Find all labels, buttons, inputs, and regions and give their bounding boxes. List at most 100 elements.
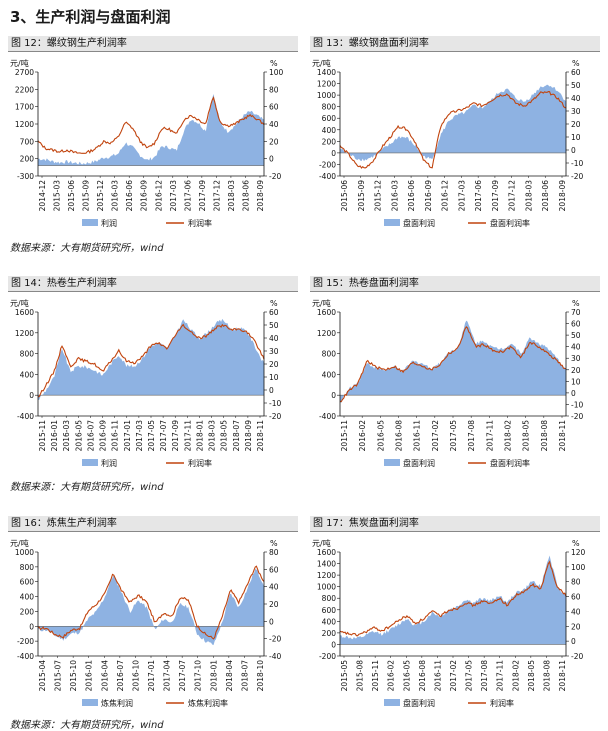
left-tick-label: 200 [20, 607, 35, 616]
right-unit-label: % [572, 59, 580, 68]
chart-title-16: 图 16：炼焦生产利润率 [8, 516, 298, 532]
line-series [339, 560, 567, 637]
x-tick-label: 2015-08 [356, 660, 365, 692]
x-tick-label: 2016-05 [376, 420, 385, 452]
x-tick-label: 2018-03 [227, 180, 236, 212]
chart-coke-futures-profit: 元/吨 %16001400120010008006004002000-200120… [312, 538, 586, 708]
right-tick-label: 60 [571, 593, 581, 602]
source-note-1: 数据来源：大有期货研究所，wind [10, 243, 164, 254]
left-unit-label: 元/吨 [10, 58, 29, 68]
right-tick-label: -20 [571, 652, 583, 661]
legend-area-swatch [82, 459, 98, 466]
left-tick-label: 1600 [15, 308, 34, 317]
left-tick-label: 0 [331, 640, 336, 649]
legend-area-label: 利润 [101, 458, 117, 468]
x-tick-label: 2016-03 [111, 180, 120, 212]
left-tick-label: 1200 [317, 329, 336, 338]
x-tick-label: 2018-05 [220, 420, 229, 452]
left-unit-label: 元/吨 [312, 298, 331, 308]
right-tick-label: 80 [269, 548, 279, 557]
x-tick-label: 2015-05 [340, 660, 349, 692]
right-tick-label: 20 [269, 600, 279, 609]
x-tick-label: 2018-08 [540, 420, 549, 452]
x-tick-label: 2018-09 [558, 180, 567, 212]
left-tick-label: 200 [322, 629, 337, 638]
x-tick-label: 2016-10 [131, 660, 140, 692]
right-tick-label: -20 [269, 412, 281, 421]
right-tick-label: 60 [571, 320, 581, 329]
x-tick-label: 2018-07 [232, 420, 241, 452]
x-tick-label: 2017-01 [147, 660, 156, 692]
x-tick-label: 2017-10 [194, 660, 203, 692]
x-tick-label: 2018-11 [256, 420, 265, 452]
legend-area-label: 盘面利润 [403, 698, 435, 708]
line-series [37, 565, 265, 640]
left-tick-label: 0 [29, 622, 34, 631]
x-tick-label: 2016-03 [390, 180, 399, 212]
left-tick-label: 2700 [15, 68, 34, 77]
chart-title-17: 图 17：焦炭盘面利润率 [310, 516, 600, 532]
legend-area-swatch [384, 219, 400, 226]
left-tick-label: 1700 [15, 103, 34, 112]
right-tick-label: -20 [571, 172, 583, 181]
right-unit-label: % [572, 299, 580, 308]
right-tick-label: 0 [571, 389, 576, 398]
x-tick-label: 2017-06 [474, 180, 483, 212]
left-tick-label: 0 [29, 391, 34, 400]
x-tick-label: 2018-06 [241, 180, 250, 212]
right-tick-label: 60 [269, 103, 279, 112]
x-tick-label: 2016-07 [116, 660, 125, 692]
x-tick-label: 2015-11 [340, 420, 349, 452]
x-tick-label: 2016-08 [395, 420, 404, 452]
x-tick-label: 2018-03 [524, 180, 533, 212]
x-tick-label: 2018-08 [542, 660, 551, 692]
left-tick-label: 800 [322, 350, 337, 359]
right-tick-label: 50 [571, 81, 581, 90]
x-tick-label: 2018-10 [256, 660, 265, 692]
x-tick-label: 2018-01 [195, 420, 204, 452]
chart-hrc-production-profit: 元/吨 % 1600 1200 800 400 0 -400 60 50 40 30 20 10 0 -10 -… [10, 298, 281, 468]
right-tick-label: 80 [571, 578, 581, 587]
left-tick-label: 1400 [317, 68, 336, 77]
area-series [38, 568, 264, 646]
x-tick-label: 2018-05 [527, 660, 536, 692]
x-tick-label: 2015-12 [96, 180, 105, 212]
right-tick-label: 40 [571, 343, 581, 352]
left-tick-label: 1000 [15, 548, 34, 557]
x-tick-label: 2015-06 [67, 180, 76, 212]
chart-rebar-futures-profit: 元/吨 %1400120010008006004002000-200-400605… [312, 58, 583, 228]
x-tick-label: 2018-11 [558, 660, 567, 692]
right-tick-label: 60 [269, 308, 279, 317]
left-tick-label: -400 [319, 172, 336, 181]
left-tick-label: 400 [322, 370, 337, 379]
line-series [339, 326, 567, 403]
left-tick-label: 600 [322, 114, 337, 123]
x-tick-label: 2016-02 [387, 660, 396, 692]
left-tick-label: 400 [20, 593, 35, 602]
right-tick-label: 50 [269, 321, 279, 330]
right-tick-label: 10 [571, 133, 581, 142]
x-tick-label: 2017-07 [178, 660, 187, 692]
right-tick-label: 80 [269, 85, 279, 94]
x-tick-label: 2018-04 [225, 660, 234, 692]
chart-coking-production-profit: 元/吨 %10008006004002000-200-400806040200-2… [10, 538, 281, 708]
chart-title-13: 图 13：螺纹钢盘面利润率 [310, 36, 600, 52]
right-tick-label: -20 [269, 635, 281, 644]
x-tick-label: 2017-09 [198, 180, 207, 212]
x-tick-label: 2016-06 [407, 180, 416, 212]
x-tick-label: 2016-01 [50, 420, 59, 452]
x-tick-label: 2017-03 [457, 180, 466, 212]
x-tick-label: 2017-12 [212, 180, 221, 212]
chart-hrc-futures-profit: 元/吨 % 1600 1200 800 400 0 -400 70 60 50 40 30 20 10 0 -1… [312, 298, 583, 468]
x-tick-label: 2018-06 [541, 180, 550, 212]
chart-title-14: 图 14：热卷生产利润率 [8, 276, 298, 292]
right-tick-label: -10 [571, 400, 583, 409]
right-tick-label: 40 [571, 94, 581, 103]
left-tick-label: -200 [17, 637, 34, 646]
x-tick-label: 2016-07 [86, 420, 95, 452]
left-tick-label: 1000 [317, 583, 336, 592]
x-tick-label: 2016-03 [62, 420, 71, 452]
source-note-2: 数据来源：大有期货研究所，wind [10, 482, 164, 493]
x-tick-label: 2017-05 [147, 420, 156, 452]
x-tick-label: 2016-11 [413, 420, 422, 452]
